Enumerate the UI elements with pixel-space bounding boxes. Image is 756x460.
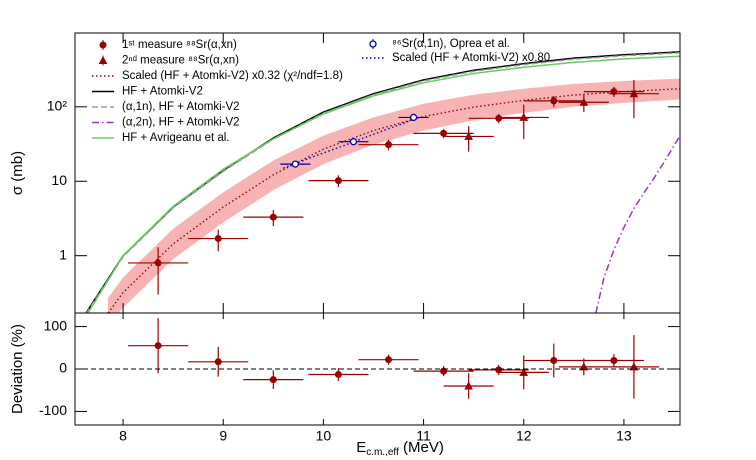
- frame: [74, 312, 681, 426]
- marker: [154, 342, 162, 350]
- marker: [495, 114, 503, 122]
- marker: [464, 381, 473, 390]
- x-tick-label: 8: [119, 428, 127, 444]
- x-label-unit: (MeV): [399, 439, 444, 456]
- marker: [579, 362, 589, 371]
- y-tick-label: 1: [59, 246, 67, 262]
- marker: [334, 177, 342, 185]
- legend-label: 1ˢᵗ measure ⁸⁸Sr(α,xn): [122, 39, 237, 51]
- marker: [440, 129, 448, 137]
- legend-label: HF + Avrigeanu et al.: [122, 132, 230, 144]
- plot-area: [128, 318, 659, 399]
- plot-area: [85, 51, 680, 313]
- legend-label: 2ⁿᵈ measure ⁸⁸Sr(α,xn): [122, 55, 239, 67]
- legend-label: HF + Atomki-V2: [122, 86, 203, 98]
- curve: [85, 52, 680, 313]
- y-tick-label: 10: [51, 172, 67, 188]
- marker: [550, 357, 558, 365]
- curve: [87, 55, 680, 313]
- y-axis-label: σ (mb): [9, 151, 26, 195]
- legend-label: (α,2n), HF + Atomki-V2: [122, 117, 240, 129]
- x-label-sub: c.m.,eff: [366, 447, 399, 458]
- marker: [214, 235, 222, 243]
- marker: [579, 97, 589, 106]
- marker: [269, 213, 277, 221]
- marker: [214, 358, 222, 366]
- marker: [610, 357, 618, 365]
- curve: [283, 118, 414, 169]
- marker: [440, 367, 448, 375]
- x-tick-label: 12: [516, 428, 532, 444]
- marker: [519, 367, 529, 376]
- marker: [629, 362, 639, 371]
- x-label-main: E: [356, 439, 366, 456]
- marker: [464, 131, 473, 140]
- x-tick-label: 13: [616, 428, 632, 444]
- legend-label: ⁸⁶Sr(α,1n), Oprea et al.: [392, 38, 510, 50]
- marker: [291, 160, 300, 168]
- band: [108, 78, 680, 313]
- legend-label: (α,1n), HF + Atomki-V2: [122, 101, 240, 113]
- legend-marker: [99, 41, 107, 49]
- legend-label: Scaled (HF + Atomki-V2) x0.32 (χ²/ndf=1.…: [122, 70, 343, 82]
- marker: [269, 376, 277, 384]
- legend-marker: [369, 40, 377, 48]
- marker: [349, 138, 358, 146]
- marker: [629, 89, 639, 98]
- legend-marker: [98, 55, 108, 64]
- x-axis-label: Ec.m.,eff (MeV): [356, 439, 444, 458]
- curve: [595, 134, 680, 313]
- marker: [385, 141, 393, 149]
- y-tick-label: 100: [44, 317, 68, 333]
- marker: [550, 97, 558, 105]
- x-tick-label: 11: [416, 428, 431, 444]
- y-tick-label: 10²: [47, 98, 68, 114]
- y-tick-label: -100: [39, 402, 67, 418]
- marker: [154, 259, 162, 267]
- marker: [385, 356, 393, 364]
- legend: 1ˢᵗ measure ⁸⁸Sr(α,xn) 2ⁿᵈ measure ⁸⁸Sr(α…: [92, 38, 550, 144]
- y-axis-label: Deviation (%): [9, 324, 26, 414]
- x-tick-label: 10: [316, 428, 332, 444]
- marker: [334, 371, 342, 379]
- marker: [519, 112, 529, 121]
- legend-label: Scaled (HF + Atomki-V2) x0.80: [392, 52, 550, 64]
- y-tick-label: 0: [59, 360, 67, 376]
- marker: [409, 113, 418, 122]
- x-tick-label: 9: [219, 428, 227, 444]
